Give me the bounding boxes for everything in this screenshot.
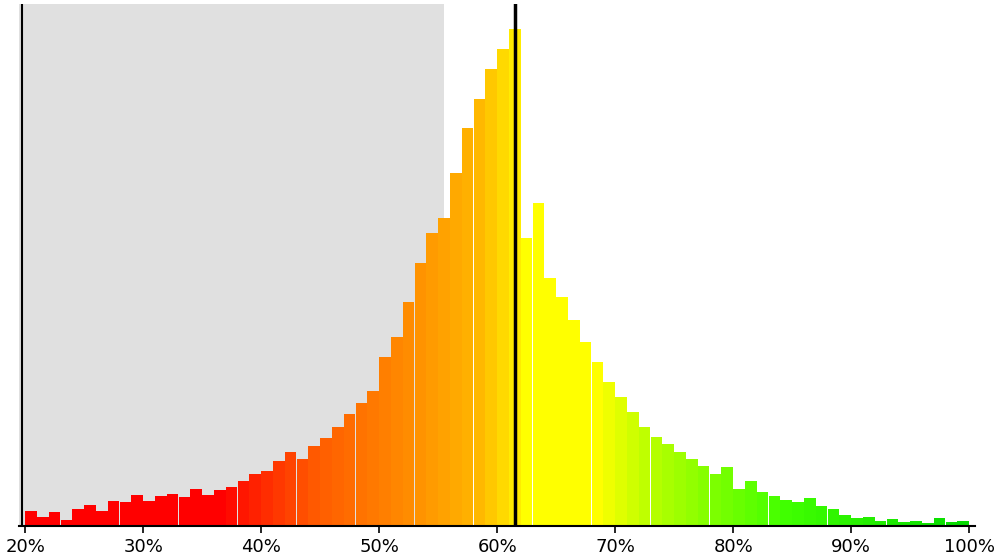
Bar (910, 521, 922, 526)
Bar (792, 502, 804, 526)
Bar (273, 461, 285, 526)
Bar (214, 490, 226, 526)
Bar (84, 505, 96, 526)
Bar (391, 337, 403, 526)
Bar (179, 497, 190, 526)
Bar (37, 517, 49, 526)
Bar (922, 522, 934, 526)
Bar (592, 362, 603, 526)
Bar (804, 498, 816, 526)
Bar (828, 508, 839, 526)
Bar (580, 342, 591, 526)
Bar (875, 521, 886, 526)
Bar (721, 468, 733, 526)
Bar (651, 437, 662, 526)
Bar (202, 495, 214, 526)
Bar (474, 99, 485, 526)
Bar (61, 520, 72, 526)
Bar (297, 459, 308, 526)
Bar (367, 391, 379, 526)
Bar (108, 501, 119, 526)
Bar (745, 481, 757, 526)
Bar (627, 412, 639, 526)
Bar (131, 495, 143, 526)
Bar (780, 500, 792, 526)
Bar (946, 521, 957, 526)
Bar (887, 519, 898, 526)
Bar (710, 474, 721, 526)
Bar (25, 511, 37, 526)
Bar (639, 427, 650, 526)
Bar (497, 49, 509, 526)
Bar (816, 506, 827, 526)
Bar (533, 203, 544, 526)
Bar (143, 501, 155, 526)
Bar (332, 427, 344, 526)
Bar (556, 297, 568, 526)
Bar (509, 29, 521, 526)
Bar (226, 487, 237, 526)
Bar (308, 446, 320, 526)
Bar (238, 481, 249, 526)
Bar (615, 397, 627, 526)
Bar (934, 518, 945, 526)
Bar (167, 494, 178, 526)
Bar (344, 414, 355, 526)
Bar (96, 511, 108, 526)
Bar (438, 218, 450, 526)
Bar (379, 357, 391, 526)
Bar (450, 173, 462, 526)
Bar (568, 320, 580, 526)
Bar (356, 403, 367, 526)
Bar (544, 278, 556, 526)
Bar (733, 489, 745, 526)
Bar (249, 474, 261, 526)
Bar (155, 496, 167, 526)
Bar (320, 437, 332, 526)
Bar (485, 69, 497, 526)
Bar (863, 516, 875, 526)
Bar (757, 492, 768, 526)
Bar (662, 444, 674, 526)
Bar (261, 472, 273, 526)
Bar (957, 521, 969, 526)
Bar (603, 382, 615, 526)
Bar (462, 128, 473, 526)
Bar (120, 502, 131, 526)
Bar (72, 508, 84, 526)
Bar (769, 496, 780, 526)
Bar (839, 515, 851, 526)
Bar (285, 452, 296, 526)
Bar (415, 263, 426, 526)
Bar (521, 238, 532, 526)
Bar (49, 512, 60, 526)
Bar (898, 521, 910, 526)
Bar (190, 489, 202, 526)
Bar (698, 466, 709, 526)
Bar (674, 452, 686, 526)
Bar (19, 4, 444, 526)
Bar (851, 518, 863, 526)
Bar (403, 302, 414, 526)
Bar (426, 233, 438, 526)
Bar (686, 459, 698, 526)
